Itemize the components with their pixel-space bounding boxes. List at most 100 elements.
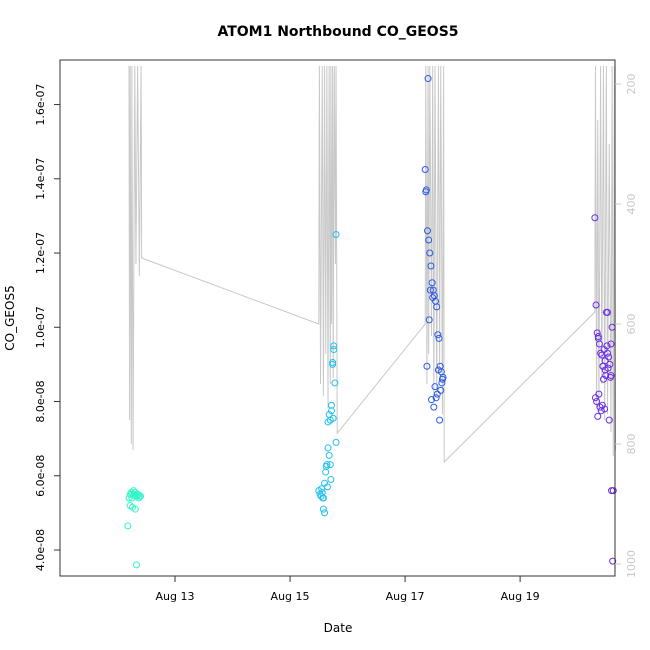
data-point: [609, 487, 617, 495]
data-point: [436, 416, 444, 424]
y-tick-label: 1.6e-07: [34, 83, 47, 125]
data-point: [321, 509, 329, 517]
data-point: [609, 557, 617, 565]
data-point: [330, 342, 338, 350]
x-tick-label: Aug 17: [386, 590, 425, 603]
data-point: [327, 407, 335, 415]
data-point: [433, 303, 441, 311]
right-tick-label: 400: [625, 194, 638, 215]
data-point: [431, 383, 439, 391]
data-point: [433, 390, 441, 398]
data-point: [425, 236, 433, 244]
data-point: [326, 461, 334, 469]
data-point: [134, 490, 142, 498]
data-point: [130, 490, 138, 498]
data-point: [329, 360, 337, 368]
data-point: [591, 394, 599, 402]
data-point: [322, 462, 330, 470]
data-point: [135, 494, 143, 502]
data-point: [425, 316, 433, 324]
pressure-trace-line: [128, 65, 617, 464]
data-point: [432, 394, 440, 402]
data-point: [332, 230, 340, 238]
data-point: [594, 333, 602, 341]
data-point: [599, 362, 607, 370]
data-point: [428, 396, 436, 404]
data-point: [434, 331, 442, 339]
y-tick-label: 8.0e-08: [34, 380, 47, 422]
pressure-trace-layer: [128, 65, 617, 464]
data-point: [439, 373, 447, 381]
data-point: [329, 414, 337, 422]
chart-title: ATOM1 Northbound CO_GEOS5: [217, 24, 458, 40]
data-point: [317, 492, 325, 500]
data-point: [330, 346, 338, 354]
data-point: [604, 349, 612, 357]
x-tick-label: Aug 13: [156, 590, 195, 603]
data-point: [427, 262, 435, 270]
data-point: [421, 166, 429, 174]
data-point: [319, 494, 327, 502]
data-point: [132, 561, 140, 569]
data-point: [594, 412, 602, 420]
x-axis-label: Date: [324, 621, 353, 635]
data-point: [597, 407, 605, 415]
data-point: [595, 340, 603, 348]
data-point: [324, 444, 332, 452]
data-point: [597, 349, 605, 357]
data-point: [332, 438, 340, 446]
data-point: [605, 353, 613, 361]
y-tick-label: 1.0e-07: [34, 306, 47, 348]
x-tick-label: Aug 19: [501, 590, 540, 603]
data-point: [595, 390, 603, 398]
data-points-layer: [124, 75, 617, 569]
data-point: [601, 366, 609, 374]
axes-layer: Aug 13 Aug 15 Aug 17 Aug 19 4.0e-08 6.0e-08 8.…: [34, 74, 638, 604]
data-point: [606, 373, 614, 381]
x-tick-label: Aug 15: [271, 590, 310, 603]
data-point: [329, 359, 337, 367]
data-point: [124, 522, 132, 530]
data-point: [430, 403, 438, 411]
right-tick-label: 1000: [625, 550, 638, 578]
data-point: [424, 75, 432, 83]
data-point: [601, 405, 609, 413]
data-point: [423, 362, 431, 370]
data-point: [604, 308, 612, 316]
data-point: [600, 375, 607, 383]
data-point: [324, 418, 332, 426]
plot-frame: [59, 59, 616, 577]
data-point: [323, 483, 331, 491]
data-point: [325, 451, 333, 459]
right-tick-label: 600: [625, 314, 638, 335]
data-point: [591, 214, 599, 222]
data-point: [428, 279, 436, 287]
data-point: [327, 475, 335, 483]
data-point: [592, 301, 600, 309]
data-point: [426, 286, 434, 294]
data-point: [131, 505, 139, 513]
data-point: [605, 416, 613, 424]
data-point: [607, 340, 615, 348]
data-point: [596, 403, 604, 411]
data-point: [426, 249, 434, 257]
y-tick-label: 4.0e-08: [34, 529, 47, 571]
data-point: [424, 227, 432, 235]
data-point: [319, 505, 327, 513]
data-point: [437, 386, 445, 394]
data-point: [593, 398, 601, 406]
data-point: [325, 411, 333, 419]
right-tick-label: 200: [625, 74, 638, 95]
data-point: [603, 342, 611, 350]
y-axis-label: CO_GEOS5: [3, 285, 17, 350]
data-point: [435, 334, 443, 342]
data-point: [126, 501, 134, 509]
data-point: [331, 379, 339, 387]
data-point: [422, 188, 430, 196]
y-tick-label: 1.2e-07: [34, 232, 47, 274]
y-tick-label: 6.0e-08: [34, 455, 47, 497]
data-point: [434, 366, 442, 374]
data-point: [429, 294, 437, 302]
y-tick-label: 1.4e-07: [34, 158, 47, 200]
